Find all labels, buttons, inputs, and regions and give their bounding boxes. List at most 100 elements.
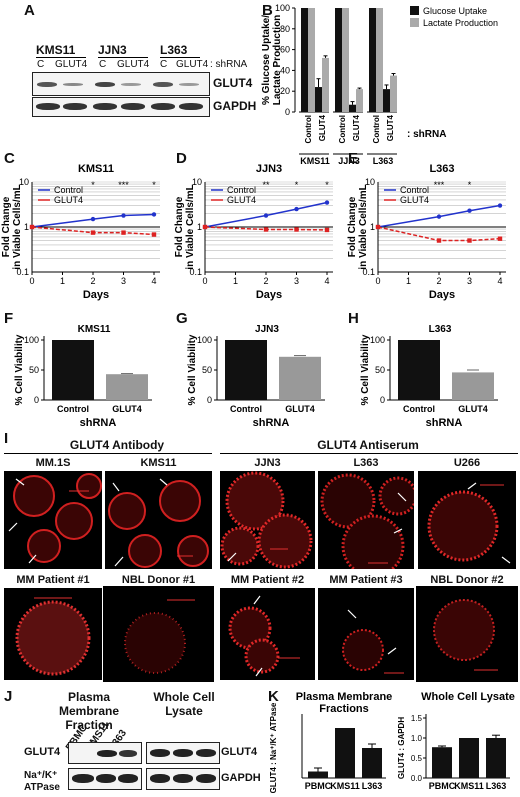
y-tick-label: 1.0 xyxy=(411,734,423,743)
panel-label-b: B xyxy=(262,2,273,19)
legend-label: Control xyxy=(227,185,256,195)
micrograph-label: MM Patient #2 xyxy=(230,574,305,586)
y-tick-label: 0.5 xyxy=(411,754,423,763)
data-point xyxy=(324,200,330,205)
bar xyxy=(452,372,494,400)
x-tick-label: 3 xyxy=(294,276,299,286)
legend-swatch xyxy=(410,18,419,27)
legend-label: Control xyxy=(54,185,83,195)
legend-label: Control xyxy=(400,185,429,195)
panel-label-g: G xyxy=(176,310,188,327)
series-line xyxy=(204,226,328,231)
bar xyxy=(308,8,315,112)
panel-label-f: F xyxy=(4,310,14,327)
y-tick-label: 0 xyxy=(207,395,212,405)
y-tick-label: 50 xyxy=(202,365,212,375)
western-blot-pm-glut4 xyxy=(68,742,142,764)
panel-label-j: J xyxy=(4,688,13,705)
x-axis-label: Days xyxy=(83,289,109,301)
significance-marker: *** xyxy=(118,180,129,190)
data-point xyxy=(151,212,157,217)
y-tick-label: 0.1 xyxy=(189,267,202,277)
bar xyxy=(432,747,452,778)
x-tick-label: L363 xyxy=(486,781,507,791)
y-tick-label: 60 xyxy=(280,45,290,55)
antiserum-title: GLUT4 Antiserum xyxy=(317,438,419,452)
x-axis-label: Days xyxy=(429,289,455,301)
y-tick-label: 100 xyxy=(197,335,212,345)
significance-marker: * xyxy=(91,180,95,190)
y-tick-label: 10 xyxy=(365,177,375,187)
bar xyxy=(225,340,267,400)
data-point xyxy=(324,227,330,233)
y-axis-label: in Viable Cells/mL xyxy=(185,184,196,269)
data-point xyxy=(294,227,299,232)
legend-label: GLUT4 xyxy=(54,195,83,205)
data-point xyxy=(90,230,96,235)
chart-title: L363 xyxy=(429,324,452,335)
legend-label: Lactate Production xyxy=(423,18,498,28)
x-tick-label: 1 xyxy=(406,276,411,286)
x-tick-label: GLUT4 xyxy=(318,114,327,141)
chart-h: L363 0 50 100% Cell Viability Control GLUT4 sh… xyxy=(360,324,498,429)
significance-marker: *** xyxy=(434,180,445,190)
chart-c: KMS11 0.1 1 10 0 1 2 3 4 Days Fold Change in Viable… xyxy=(1,163,160,301)
bar xyxy=(383,89,390,112)
lane-label: GLUT4 xyxy=(176,59,209,70)
bar xyxy=(308,771,328,778)
bar xyxy=(369,8,376,112)
y-axis-label: Fold Change xyxy=(174,196,185,257)
data-point xyxy=(202,224,208,230)
y-tick-label: 20 xyxy=(280,86,290,96)
bar xyxy=(362,748,382,778)
blot-row-label: GAPDH xyxy=(221,772,261,784)
y-axis-label: Fold Change xyxy=(347,196,358,257)
data-point xyxy=(467,208,472,213)
x-tick-label: 2 xyxy=(436,276,441,286)
chart-title: L363 xyxy=(429,163,454,175)
lane-label: C xyxy=(99,59,107,70)
series-line xyxy=(204,201,328,228)
bar xyxy=(301,8,308,112)
x-tick-label: GLUT4 xyxy=(112,404,142,414)
panel-label-d: D xyxy=(176,150,187,167)
x-tick-label: GLUT4 xyxy=(458,404,488,414)
bar xyxy=(390,75,397,112)
x-tick-label: GLUT4 xyxy=(352,114,361,141)
bar xyxy=(335,8,342,112)
data-point xyxy=(436,214,442,219)
chart-title: KMS11 xyxy=(78,163,114,175)
chart-title: Plasma Membrane xyxy=(296,691,393,703)
series-line xyxy=(377,226,501,242)
x-tick-label: 4 xyxy=(324,276,329,286)
bar xyxy=(279,356,321,400)
data-point xyxy=(121,213,126,218)
y-tick-label: 1 xyxy=(370,222,375,232)
lane-label: GLUT4 xyxy=(117,59,150,70)
y-tick-label: 0.1 xyxy=(362,267,375,277)
micrograph-label: L363 xyxy=(353,457,379,469)
data-point xyxy=(497,203,503,208)
bar xyxy=(459,738,479,778)
micrograph-label: NBL Donor #1 xyxy=(121,574,196,586)
y-tick-label: 0.0 xyxy=(411,774,423,783)
significance-marker: ** xyxy=(262,180,270,190)
micrograph-kms11 xyxy=(105,471,212,569)
y-axis-label: Fold Change xyxy=(1,196,12,257)
y-tick-label: 100 xyxy=(370,335,385,345)
chart-title: JJN3 xyxy=(255,324,279,335)
significance-marker: * xyxy=(325,180,329,190)
chart-b: 0 20 40 60 80 100% Glucose Uptake/Lactate Pro… xyxy=(261,3,498,165)
chart-e: L363 0.1 1 10 0 1 2 3 4 Days Fold Change in Viable … xyxy=(347,163,506,301)
x-axis-suffix: : shRNA xyxy=(407,129,446,140)
y-axis-label: in Viable Cells/mL xyxy=(358,184,369,269)
data-point xyxy=(151,232,157,237)
lane-label: GLUT4 xyxy=(55,59,88,70)
x-tick-label: PBMC xyxy=(305,781,332,791)
chart-f: KMS11 0 50 100% Cell Viability Control GLUT4 s… xyxy=(14,324,152,429)
data-point xyxy=(263,213,269,218)
y-axis-label: GLUT4 : Na⁺/K⁺ ATPase xyxy=(269,702,278,793)
micrograph-label: MM Patient #3 xyxy=(329,574,403,586)
micrograph-nbl-donor-2 xyxy=(416,586,518,682)
